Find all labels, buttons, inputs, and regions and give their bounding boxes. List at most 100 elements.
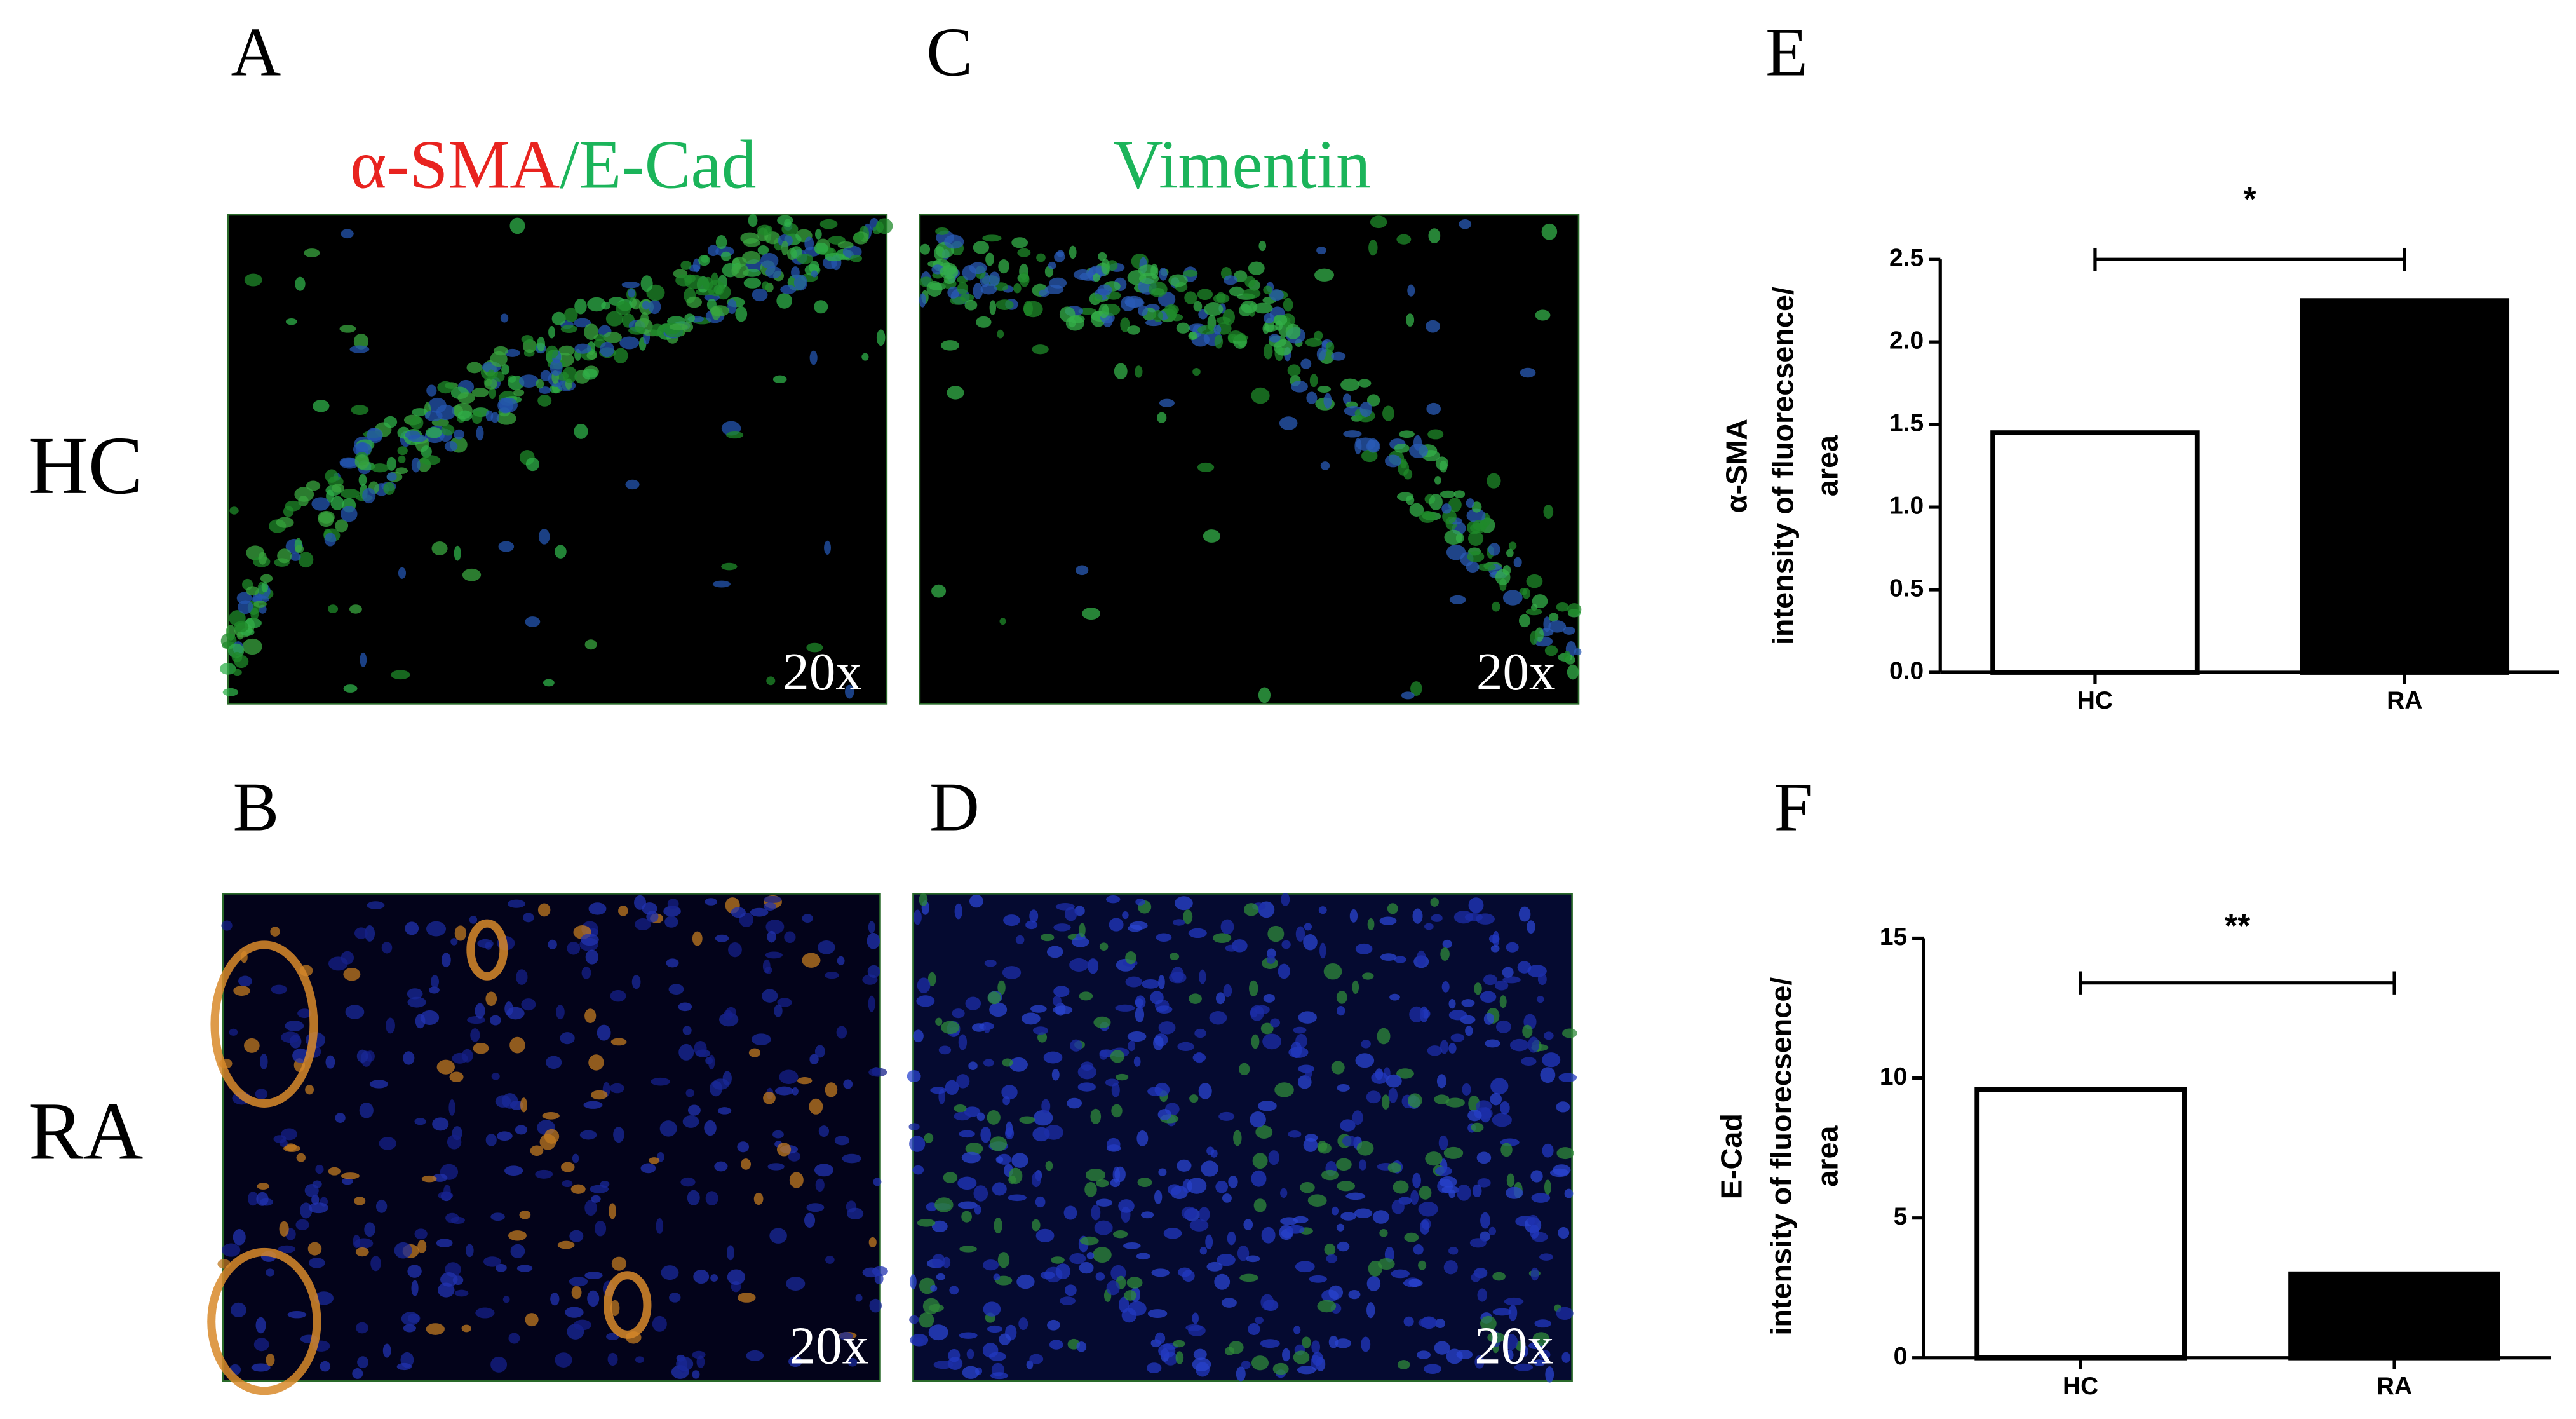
cell <box>994 1218 1002 1234</box>
cell <box>748 1048 760 1057</box>
cell <box>1032 344 1049 355</box>
magnification: 20x <box>1476 642 1556 701</box>
cell <box>705 1191 718 1206</box>
cell <box>1032 1219 1041 1232</box>
cell <box>504 348 520 357</box>
cell <box>1192 367 1201 376</box>
cell <box>1303 1137 1318 1152</box>
cell <box>1533 1359 1546 1366</box>
cell <box>1312 1352 1323 1366</box>
cell <box>1035 1228 1055 1242</box>
cell <box>1419 510 1436 523</box>
cell <box>1391 1199 1405 1214</box>
cell <box>1136 1130 1149 1146</box>
cell <box>1525 608 1542 616</box>
cell <box>441 424 455 436</box>
cell <box>285 318 297 325</box>
cell <box>490 412 499 423</box>
cell <box>1093 294 1103 302</box>
cell <box>500 313 509 323</box>
cell <box>1362 972 1374 980</box>
cell <box>1172 919 1185 926</box>
cell <box>1409 1006 1424 1022</box>
cell <box>1106 895 1121 904</box>
cell <box>281 1031 300 1043</box>
cell <box>646 911 659 923</box>
cell <box>1412 1172 1421 1188</box>
cell <box>1019 272 1030 287</box>
cell <box>1293 1026 1307 1034</box>
cell <box>784 219 792 227</box>
cell <box>251 595 269 603</box>
cell <box>1246 1255 1260 1263</box>
cell <box>1403 1316 1414 1327</box>
cell <box>842 1153 861 1164</box>
cell <box>382 1343 391 1358</box>
cell <box>1237 1246 1250 1261</box>
cell <box>987 991 1001 1005</box>
cell <box>1183 909 1193 925</box>
cell <box>710 1274 718 1282</box>
cell <box>1005 1127 1015 1140</box>
cell <box>1159 267 1168 281</box>
cell <box>1231 334 1249 342</box>
magnification: 20x <box>790 1316 869 1375</box>
cell <box>386 472 397 481</box>
cell <box>1471 1122 1484 1132</box>
cell <box>1539 1350 1551 1360</box>
cell <box>1127 325 1141 335</box>
cell <box>910 1274 917 1289</box>
cell <box>1316 347 1326 361</box>
cell <box>631 975 641 989</box>
cell <box>1430 897 1439 907</box>
cell <box>1181 1206 1197 1220</box>
cell <box>1527 1214 1539 1226</box>
cell <box>1177 1159 1192 1172</box>
cell <box>1156 1005 1173 1014</box>
cell <box>1158 1343 1176 1359</box>
cell <box>1367 918 1375 930</box>
cell <box>548 939 557 949</box>
cell <box>431 975 439 989</box>
cell <box>1448 1043 1457 1054</box>
cell <box>1506 1349 1514 1361</box>
cell <box>1300 1182 1315 1193</box>
cell <box>621 281 640 289</box>
cell <box>1135 995 1146 1009</box>
cell <box>1295 926 1305 942</box>
cell <box>454 429 464 440</box>
cell <box>1317 1141 1328 1152</box>
cell <box>539 1134 556 1150</box>
cell <box>947 386 964 400</box>
cell <box>365 1050 375 1062</box>
cell <box>1254 1005 1270 1015</box>
cell <box>1306 391 1318 404</box>
cell <box>792 1087 799 1096</box>
cell <box>1251 387 1270 404</box>
cell <box>386 1017 395 1034</box>
cell <box>1079 991 1093 1001</box>
cell <box>588 1054 604 1071</box>
cell <box>1124 1290 1137 1301</box>
cell <box>1135 1007 1145 1022</box>
cell <box>253 1338 269 1352</box>
cell <box>1331 351 1346 361</box>
cell <box>757 245 769 255</box>
cell <box>989 300 997 315</box>
cell <box>1287 364 1301 377</box>
cell <box>1320 461 1330 470</box>
cell <box>610 1038 627 1046</box>
cell <box>1043 1051 1063 1064</box>
cell <box>1499 995 1507 1008</box>
cell <box>1358 379 1372 388</box>
cell <box>731 263 749 278</box>
cell <box>1080 1236 1099 1246</box>
cell <box>1332 1206 1339 1216</box>
stain-name: E-Cad <box>579 126 757 203</box>
cell <box>797 254 813 264</box>
cell <box>1567 664 1579 680</box>
cell <box>868 921 875 934</box>
y-tick-label: 5 <box>1894 1203 1908 1230</box>
panel-letter: B <box>233 769 279 846</box>
cell <box>483 1256 501 1267</box>
